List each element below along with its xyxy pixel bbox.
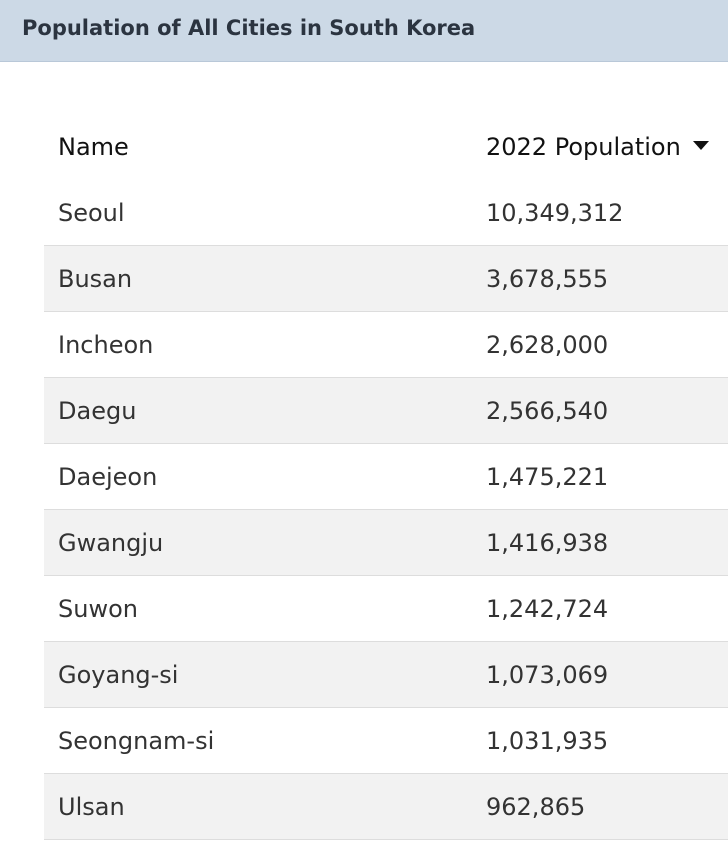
population-cell: 1,073,069 [486, 660, 609, 689]
population-cell: 1,242,724 [486, 594, 609, 623]
city-name-cell: Goyang-si [58, 660, 179, 689]
table-row: Daegu 2,566,540 [44, 378, 728, 444]
table-row: Busan 3,678,555 [44, 246, 728, 312]
population-cell: 962,865 [486, 792, 586, 821]
city-name-cell: Seongnam-si [58, 726, 215, 755]
table-row: Daejeon 1,475,221 [44, 444, 728, 510]
city-name-cell: Seoul [58, 198, 125, 227]
city-name-cell: Gwangju [58, 528, 164, 557]
population-cell: 2,628,000 [486, 330, 609, 359]
table-row: Ulsan 962,865 [44, 774, 728, 840]
population-cell: 1,475,221 [486, 462, 609, 491]
city-name-cell: Daejeon [58, 462, 158, 491]
population-cell: 1,416,938 [486, 528, 609, 557]
city-name-cell: Suwon [58, 594, 138, 623]
population-cell: 2,566,540 [486, 396, 609, 425]
table-header: Name 2022 Population [44, 114, 728, 180]
column-header-population[interactable]: 2022 Population [472, 133, 728, 161]
column-header-name[interactable]: Name [58, 133, 129, 161]
caret-down-icon[interactable] [692, 140, 709, 150]
city-name-cell: Daegu [58, 396, 137, 425]
population-table: Name 2022 Population Seoul 10,349,312 Bu… [44, 114, 728, 840]
city-name-cell: Incheon [58, 330, 154, 359]
population-cell: 3,678,555 [486, 264, 609, 293]
column-header-population-label: 2022 Population [486, 133, 681, 161]
table-row: Goyang-si 1,073,069 [44, 642, 728, 708]
table-row: Seongnam-si 1,031,935 [44, 708, 728, 774]
title-bar: Population of All Cities in South Korea [0, 0, 728, 62]
page-title: Population of All Cities in South Korea [22, 15, 476, 40]
population-cell: 10,349,312 [486, 198, 624, 227]
city-name-cell: Ulsan [58, 792, 125, 821]
table-row: Suwon 1,242,724 [44, 576, 728, 642]
city-name-cell: Busan [58, 264, 133, 293]
table-row: Seoul 10,349,312 [44, 180, 728, 246]
population-cell: 1,031,935 [486, 726, 609, 755]
table-row: Gwangju 1,416,938 [44, 510, 728, 576]
table-row: Incheon 2,628,000 [44, 312, 728, 378]
